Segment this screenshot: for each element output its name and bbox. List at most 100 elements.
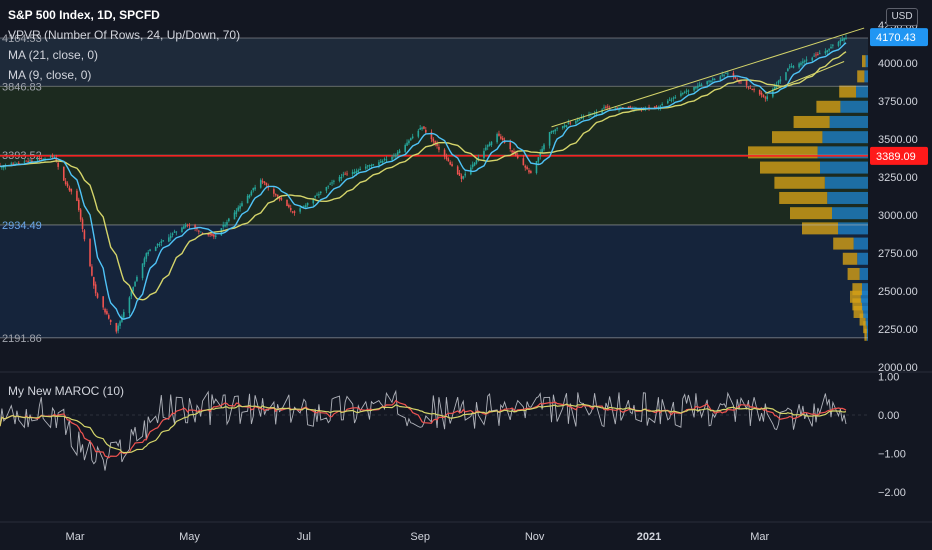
y-tick-label: 3750.00 bbox=[878, 96, 918, 108]
candle-down bbox=[265, 182, 268, 186]
candle-up bbox=[576, 119, 579, 122]
oscillator-pane: 1.00 0.00 −1.00 −2.00 bbox=[0, 371, 932, 499]
candle-down bbox=[451, 164, 453, 167]
candle-down bbox=[291, 211, 294, 213]
candle-up bbox=[685, 90, 688, 92]
indicator-ma21-label[interactable]: MA (21, close, 0) bbox=[8, 48, 99, 62]
candle-down bbox=[213, 234, 215, 237]
candle-down bbox=[102, 296, 104, 308]
candle-down bbox=[432, 138, 435, 142]
y-tick-label: 3250.00 bbox=[878, 172, 918, 184]
osc-y-tick-label: 1.00 bbox=[878, 372, 899, 384]
candle-down bbox=[423, 126, 425, 129]
range-label: 4164.53 bbox=[2, 33, 42, 45]
candle-up bbox=[537, 157, 540, 162]
candle-down bbox=[608, 108, 611, 110]
candle-up bbox=[1, 166, 3, 168]
candle-up bbox=[391, 156, 393, 160]
candle-up bbox=[670, 99, 673, 101]
candle-up bbox=[839, 40, 842, 43]
vp-down-bar bbox=[863, 305, 868, 318]
candle-up bbox=[357, 170, 360, 172]
range-label: 2934.49 bbox=[2, 220, 42, 232]
indicator-ma9-label[interactable]: MA (9, close, 0) bbox=[8, 68, 92, 82]
candle-down bbox=[81, 219, 84, 229]
candle-up bbox=[2, 166, 5, 168]
indicator-vpvr-label[interactable]: VPVR (Number Of Rows, 24, Up/Down, 70) bbox=[8, 28, 241, 42]
candle-up bbox=[721, 74, 723, 76]
osc-y-tick-label: −1.00 bbox=[878, 449, 906, 461]
candle-down bbox=[92, 277, 95, 286]
candle-up bbox=[837, 42, 840, 46]
candle-up bbox=[143, 258, 146, 265]
candle-down bbox=[27, 161, 29, 163]
vp-down-bar bbox=[862, 283, 868, 296]
candle-up bbox=[674, 97, 677, 99]
candle-up bbox=[319, 191, 322, 194]
vp-up-bar bbox=[857, 70, 865, 83]
x-tick-label: Mar bbox=[750, 531, 769, 543]
zone-top bbox=[0, 37, 868, 87]
candle-down bbox=[653, 106, 656, 108]
osc-y-tick-label: 0.00 bbox=[878, 410, 899, 422]
price-axis[interactable]: 4250.004000.003750.003500.003250.003000.… bbox=[870, 20, 928, 374]
candle-up bbox=[318, 194, 320, 196]
candle-up bbox=[333, 180, 335, 182]
candle-down bbox=[274, 194, 277, 196]
candle-up bbox=[404, 145, 406, 152]
vp-down-bar bbox=[853, 237, 868, 250]
candle-up bbox=[580, 117, 583, 119]
x-tick-label: Nov bbox=[525, 531, 545, 543]
candle-up bbox=[162, 240, 164, 242]
candle-down bbox=[747, 86, 750, 88]
candle-up bbox=[843, 38, 845, 41]
candle-up bbox=[331, 182, 333, 184]
candle-up bbox=[226, 221, 228, 226]
candle-down bbox=[91, 266, 93, 276]
candle-down bbox=[749, 87, 752, 89]
candle-down bbox=[443, 149, 446, 157]
currency-button[interactable]: USD bbox=[886, 8, 918, 26]
candle-down bbox=[524, 165, 527, 168]
candle-up bbox=[582, 116, 585, 118]
vp-up-bar bbox=[852, 283, 862, 296]
chart-title[interactable]: S&P 500 Index, 1D, SPCFD bbox=[8, 8, 160, 22]
candle-up bbox=[550, 130, 553, 133]
candle-up bbox=[396, 152, 399, 156]
candle-up bbox=[706, 81, 708, 85]
candle-up bbox=[565, 125, 568, 127]
candle-down bbox=[498, 133, 500, 136]
candle-down bbox=[762, 94, 765, 98]
candle-down bbox=[194, 225, 196, 229]
channel-lower bbox=[765, 61, 845, 94]
candle-up bbox=[830, 46, 832, 49]
candle-up bbox=[16, 162, 18, 164]
vp-down-bar bbox=[862, 298, 868, 311]
vp-up-bar bbox=[850, 290, 861, 303]
candle-up bbox=[183, 226, 185, 229]
candle-up bbox=[712, 78, 714, 80]
candle-up bbox=[811, 57, 814, 61]
vp-up-bar bbox=[852, 298, 862, 311]
candle-up bbox=[342, 174, 345, 176]
oscillator-title[interactable]: My New MAROC (10) bbox=[8, 384, 125, 398]
maroc-signal-yellow bbox=[0, 403, 847, 454]
maroc-signal-red bbox=[0, 399, 847, 459]
candle-up bbox=[798, 63, 800, 68]
candle-down bbox=[817, 54, 819, 56]
candle-down bbox=[55, 157, 58, 162]
candle-down bbox=[51, 155, 54, 157]
candle-up bbox=[36, 159, 39, 161]
vp-up-bar bbox=[760, 161, 820, 174]
y-tick-label: 4000.00 bbox=[878, 58, 918, 70]
candle-up bbox=[156, 243, 159, 246]
time-axis[interactable]: Mar May Jul Sep Nov 2021 Mar bbox=[0, 521, 932, 543]
candle-down bbox=[436, 142, 438, 146]
candle-up bbox=[788, 66, 791, 68]
candle-down bbox=[198, 230, 200, 232]
candle-up bbox=[228, 218, 230, 222]
candle-down bbox=[434, 141, 436, 145]
candle-down bbox=[758, 89, 761, 95]
candle-down bbox=[526, 166, 528, 170]
